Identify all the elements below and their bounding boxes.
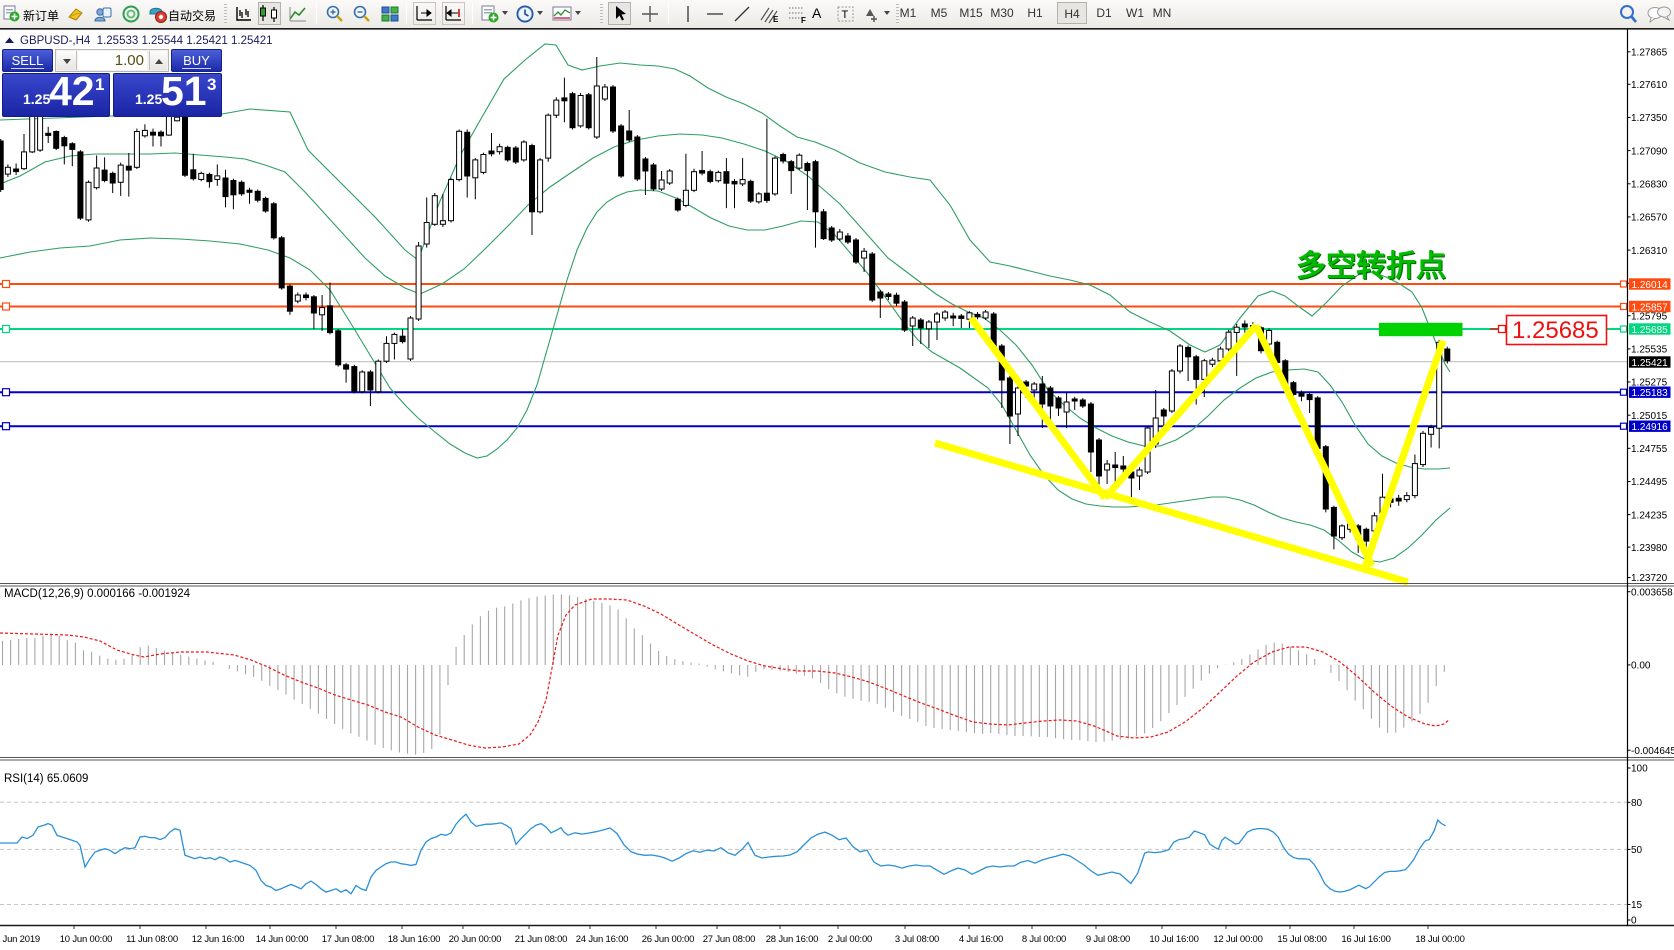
svg-text:1.23980: 1.23980 <box>1631 543 1668 554</box>
svg-text:1.24755: 1.24755 <box>1631 444 1668 455</box>
svg-text:0.00: 0.00 <box>1631 661 1651 672</box>
svg-text:1.27610: 1.27610 <box>1631 80 1668 91</box>
svg-text:1.26310: 1.26310 <box>1631 246 1668 257</box>
svg-text:-0.004645: -0.004645 <box>1631 746 1674 757</box>
svg-text:GBPUSD-,H4 1.25533 1.25544 1.: GBPUSD-,H4 1.25533 1.25544 1.25421 1.254… <box>20 35 273 47</box>
svg-text:15 Jul 08:00: 15 Jul 08:00 <box>1277 934 1326 945</box>
svg-text:1.25183: 1.25183 <box>1632 388 1669 399</box>
svg-text:5 Jun 2019: 5 Jun 2019 <box>0 934 40 945</box>
svg-text:28 Jun 16:00: 28 Jun 16:00 <box>766 934 819 945</box>
svg-text:1.26570: 1.26570 <box>1631 213 1668 224</box>
svg-text:1.23720: 1.23720 <box>1631 573 1668 584</box>
svg-text:E: E <box>773 15 779 24</box>
svg-text:12 Jun 16:00: 12 Jun 16:00 <box>192 934 245 945</box>
svg-text:1.25421: 1.25421 <box>1632 358 1669 369</box>
svg-text:18 Jul 00:00: 18 Jul 00:00 <box>1415 934 1464 945</box>
svg-text:12 Jul 00:00: 12 Jul 00:00 <box>1213 934 1262 945</box>
svg-text:1.27350: 1.27350 <box>1631 113 1668 124</box>
svg-text:50: 50 <box>1631 845 1643 856</box>
svg-text:10 Jun 00:00: 10 Jun 00:00 <box>60 934 113 945</box>
svg-text:1.25857: 1.25857 <box>1632 302 1669 313</box>
svg-text:17 Jun 08:00: 17 Jun 08:00 <box>322 934 375 945</box>
svg-text:14 Jun 00:00: 14 Jun 00:00 <box>256 934 309 945</box>
svg-text:1.25685: 1.25685 <box>1632 325 1669 336</box>
svg-text:27 Jun 08:00: 27 Jun 08:00 <box>703 934 756 945</box>
svg-text:1.25795: 1.25795 <box>1631 311 1668 322</box>
svg-text:2 Jul 00:00: 2 Jul 00:00 <box>828 934 872 945</box>
svg-text:24 Jun 16:00: 24 Jun 16:00 <box>576 934 629 945</box>
svg-text:18 Jun 16:00: 18 Jun 16:00 <box>388 934 441 945</box>
svg-text:21 Jun 08:00: 21 Jun 08:00 <box>515 934 568 945</box>
svg-text:0.003658: 0.003658 <box>1631 587 1673 598</box>
svg-text:MACD(12,26,9) 0.000166 -0.0019: MACD(12,26,9) 0.000166 -0.001924 <box>4 588 191 600</box>
svg-text:1.24916: 1.24916 <box>1632 422 1669 433</box>
svg-text:1.26014: 1.26014 <box>1632 280 1669 291</box>
svg-text:11 Jun 08:00: 11 Jun 08:00 <box>126 934 178 945</box>
svg-text:3 Jul 08:00: 3 Jul 08:00 <box>895 934 939 945</box>
svg-text:0: 0 <box>1631 916 1637 927</box>
svg-text:26 Jun 00:00: 26 Jun 00:00 <box>642 934 695 945</box>
svg-text:16 Jul 16:00: 16 Jul 16:00 <box>1341 934 1390 945</box>
svg-text:F: F <box>801 16 806 24</box>
svg-text:80: 80 <box>1631 798 1643 809</box>
svg-text:9 Jul 08:00: 9 Jul 08:00 <box>1086 934 1130 945</box>
svg-text:1.24495: 1.24495 <box>1631 477 1668 488</box>
svg-text:T: T <box>842 9 849 21</box>
svg-text:多空转折点: 多空转折点 <box>1296 250 1446 283</box>
svg-text:1.25685: 1.25685 <box>1512 317 1599 344</box>
svg-text:100: 100 <box>1631 764 1648 775</box>
svg-text:1.25015: 1.25015 <box>1631 411 1668 422</box>
svg-text:1.24235: 1.24235 <box>1631 510 1668 521</box>
svg-text:4 Jul 16:00: 4 Jul 16:00 <box>959 934 1003 945</box>
svg-text:1.26830: 1.26830 <box>1631 180 1668 191</box>
svg-text:1.27865: 1.27865 <box>1631 48 1668 59</box>
svg-text:RSI(14) 65.0609: RSI(14) 65.0609 <box>4 773 88 785</box>
svg-text:15: 15 <box>1631 900 1643 911</box>
svg-text:1.27090: 1.27090 <box>1631 146 1668 157</box>
svg-text:20 Jun 00:00: 20 Jun 00:00 <box>449 934 502 945</box>
svg-text:8 Jul 00:00: 8 Jul 00:00 <box>1022 934 1066 945</box>
svg-text:1.25535: 1.25535 <box>1631 345 1668 356</box>
svg-text:1.25275: 1.25275 <box>1631 378 1668 389</box>
svg-text:10 Jul 16:00: 10 Jul 16:00 <box>1149 934 1198 945</box>
